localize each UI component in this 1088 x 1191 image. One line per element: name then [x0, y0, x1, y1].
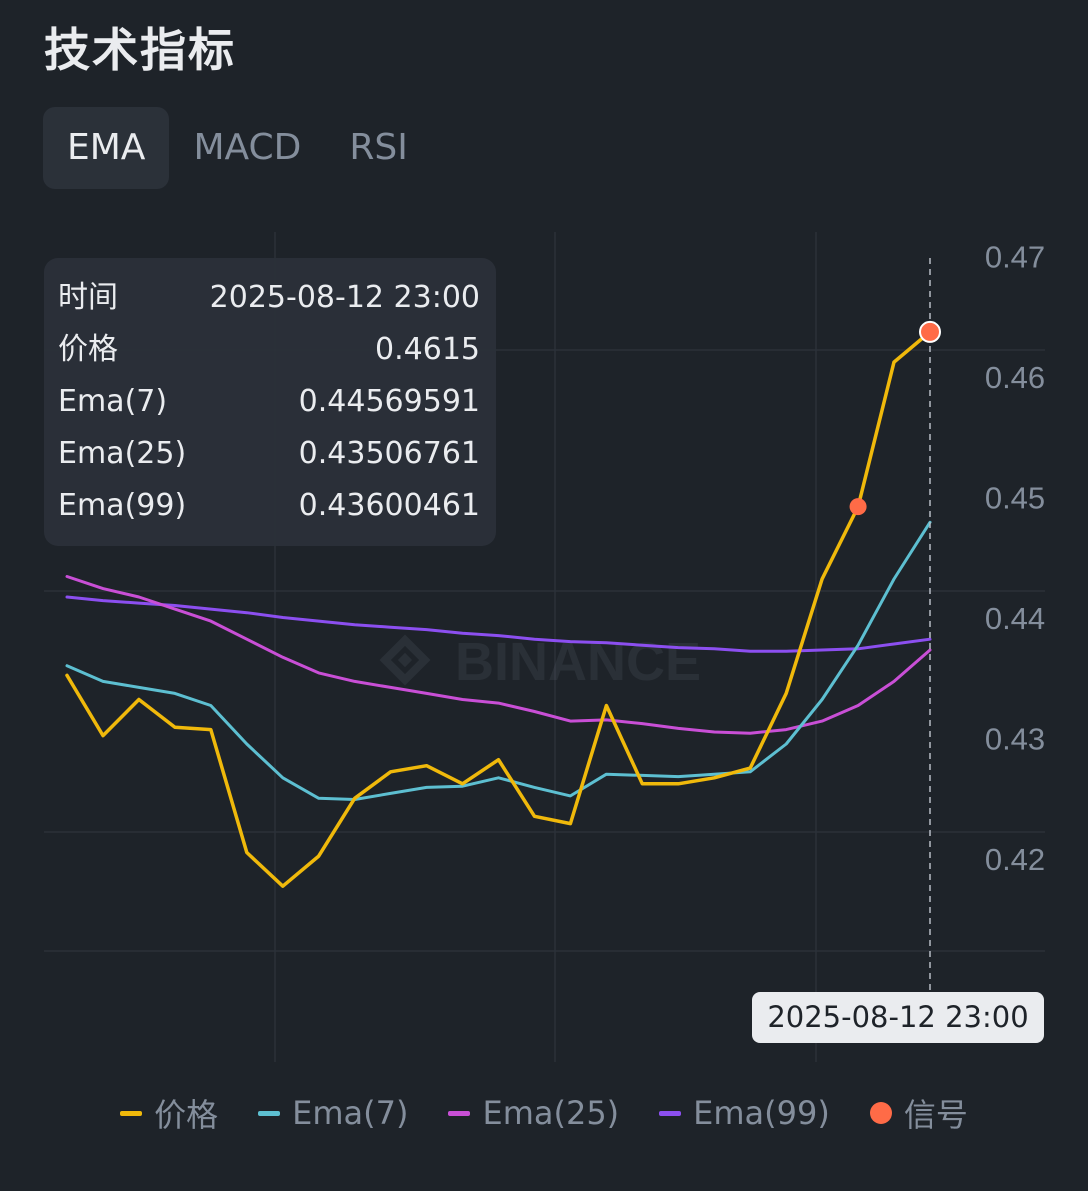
tooltip-row-ema25: Ema(25) 0.43506761: [58, 428, 480, 480]
indicator-tabs: EMA MACD RSI: [43, 107, 432, 189]
y-tick-label: 0.44: [985, 601, 1045, 636]
signal-point: [849, 498, 867, 516]
legend-swatch: [448, 1110, 471, 1116]
tab-macd[interactable]: MACD: [193, 127, 302, 168]
signal-dot-icon: [869, 1102, 892, 1124]
legend-item-signal[interactable]: 信号: [869, 1090, 968, 1136]
tooltip: 时间 2025-08-12 23:00 价格 0.4615 Ema(7) 0.4456…: [44, 258, 496, 546]
y-tick-label: 0.42: [985, 842, 1045, 877]
legend-label: Ema(7): [292, 1094, 409, 1132]
legend-item-price[interactable]: 价格: [120, 1090, 218, 1136]
legend-label: Ema(25): [482, 1094, 620, 1132]
legend-item-ema25[interactable]: Ema(25): [448, 1094, 619, 1132]
tooltip-value: 0.44569591: [298, 384, 480, 419]
tab-ema[interactable]: EMA: [43, 107, 170, 189]
legend-label: 信号: [903, 1096, 968, 1134]
tooltip-row-price: 价格 0.4615: [58, 324, 480, 376]
y-tick-label: 0.47: [985, 240, 1045, 275]
y-tick-label: 0.46: [985, 360, 1045, 395]
tooltip-label: Ema(99): [58, 488, 187, 523]
tooltip-value: 0.4615: [375, 332, 480, 367]
legend-label: Ema(99): [693, 1094, 830, 1132]
series-line-ema25: [65, 575, 932, 735]
legend-swatch: [120, 1110, 143, 1116]
signal-point: [919, 320, 941, 343]
tooltip-row-time: 时间 2025-08-12 23:00: [58, 272, 480, 324]
y-tick-label: 0.45: [985, 481, 1045, 516]
tooltip-label: 价格: [58, 332, 118, 367]
tooltip-label: 时间: [58, 280, 118, 315]
page-title: 技术指标: [44, 23, 236, 77]
tooltip-label: Ema(7): [58, 384, 168, 419]
legend-item-ema99[interactable]: Ema(99): [659, 1094, 830, 1132]
legend-swatch: [659, 1110, 682, 1116]
tooltip-value: 0.43506761: [298, 436, 480, 471]
series-line-ema99: [65, 595, 932, 653]
series-line-price: [65, 330, 932, 888]
y-tick-label: 0.43: [985, 722, 1045, 757]
tooltip-row-ema99: Ema(99) 0.43600461: [58, 480, 480, 532]
tab-rsi[interactable]: RSI: [349, 127, 408, 168]
legend-swatch: [258, 1110, 281, 1116]
tooltip-row-ema7: Ema(7) 0.44569591: [58, 376, 480, 428]
chart-legend: 价格 Ema(7) Ema(25) Ema(99) 信号: [0, 1088, 1088, 1138]
series-line-ema7: [65, 520, 932, 801]
legend-label: 价格: [154, 1096, 219, 1134]
crosshair-date-label: 2025-08-12 23:00: [752, 992, 1044, 1043]
tooltip-value: 2025-08-12 23:00: [209, 280, 480, 315]
tooltip-label: Ema(25): [58, 436, 187, 471]
legend-item-ema7[interactable]: Ema(7): [258, 1094, 408, 1132]
tooltip-value: 0.43600461: [298, 488, 480, 523]
